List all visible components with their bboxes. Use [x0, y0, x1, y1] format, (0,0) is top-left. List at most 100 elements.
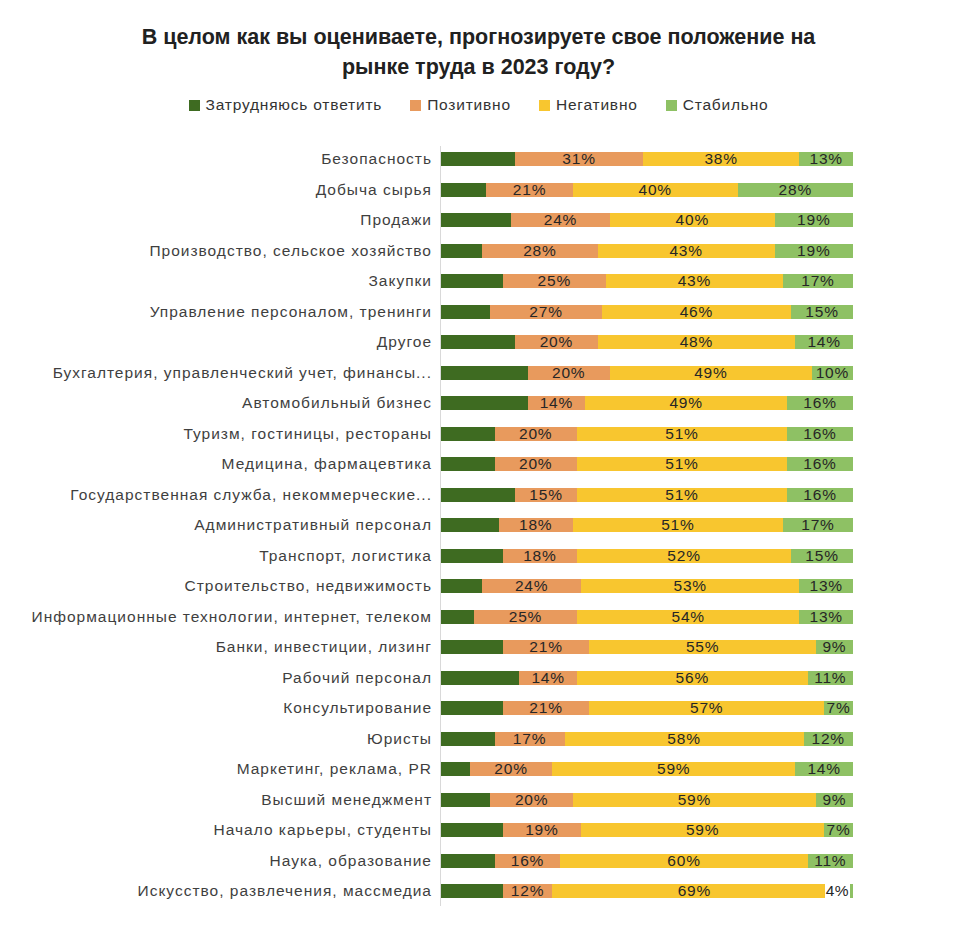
bar-track: 21%57%7% [441, 701, 853, 715]
bar-segment: 43% [606, 274, 783, 288]
bar-segment: 16% [787, 488, 853, 502]
bar-value-label: 20% [515, 793, 548, 807]
bar-segment: 14% [795, 762, 853, 776]
chart-row: Маркетинг, реклама, PR20%59%14% [0, 754, 957, 785]
bar-segment: 18% [503, 549, 577, 563]
bar-segment: 24% [511, 213, 610, 227]
category-label: Управление персоналом, тренинги [0, 303, 437, 321]
bar-value-label: 55% [686, 640, 719, 654]
bar-segment [441, 549, 503, 563]
bar-value-label: 58% [667, 732, 700, 746]
category-label: Юристы [0, 730, 437, 748]
category-label: Безопасность [0, 150, 437, 168]
bar-value-label: 18% [523, 549, 556, 563]
bar-value-label: 16% [511, 854, 544, 868]
category-label: Искусство, развлечения, массмедиа [0, 882, 437, 900]
category-label: Туризм, гостиницы, рестораны [0, 425, 437, 443]
bar-segment: 49% [610, 366, 812, 380]
bar-segment: 52% [577, 549, 791, 563]
bar-track: 18%51%17% [441, 518, 853, 532]
bar-value-label: 15% [529, 488, 562, 502]
legend-swatch-icon [666, 100, 677, 111]
bar-value-label: 17% [801, 274, 834, 288]
chart-row: Высший менеджмент20%59%9% [0, 785, 957, 816]
legend: Затрудняюсь ответитьПозитивноНегативноСт… [0, 96, 957, 114]
category-label: Бухгалтерия, управленческий учет, финанс… [0, 364, 437, 382]
bar-segment: 19% [775, 244, 853, 258]
bar-segment: 19% [775, 213, 853, 227]
bar-segment: 16% [495, 854, 561, 868]
bar-value-label: 46% [680, 305, 713, 319]
bar-segment [441, 244, 482, 258]
bar-segment: 13% [799, 610, 853, 624]
bar-value-label: 14% [807, 762, 840, 776]
chart-row: Наука, образование16%60%11% [0, 846, 957, 877]
bar-segment: 16% [787, 457, 853, 471]
bar-segment: 51% [577, 488, 787, 502]
bar-track: 24%40%19% [441, 213, 853, 227]
bar-segment: 9% [816, 640, 853, 654]
bar-value-label: 60% [667, 854, 700, 868]
bar-segment: 53% [581, 579, 799, 593]
legend-label: Стабильно [683, 96, 769, 114]
bar-segment: 17% [783, 518, 853, 532]
bar-segment [441, 366, 528, 380]
bar-value-label: 19% [525, 823, 558, 837]
bar-segment: 31% [515, 152, 643, 166]
bar-track: 15% 51% 16% [441, 488, 853, 502]
category-label: Маркетинг, реклама, PR [0, 760, 437, 778]
bar-segment: 40% [610, 213, 775, 227]
bar-segment: 25% [503, 274, 606, 288]
category-label: Начало карьеры, студенты [0, 821, 437, 839]
bar-value-label: 4% [825, 884, 850, 898]
bar-segment [441, 488, 515, 502]
bar-value-label: 15% [805, 549, 838, 563]
chart-row: Производство, сельское хозяйство28%43%19… [0, 236, 957, 267]
bar-value-label: 38% [704, 152, 737, 166]
chart-row: Транспорт, логистика18%52%15% [0, 541, 957, 572]
bar-track: 20% 48% 14% [441, 335, 853, 349]
bar-segment [441, 854, 495, 868]
bar-segment: 16% [787, 396, 853, 410]
bar-track: 25% 43% 17% [441, 274, 853, 288]
bar-value-label: 16% [803, 488, 836, 502]
bar-value-label: 51% [661, 518, 694, 532]
bar-segment: 14% [519, 671, 577, 685]
bar-segment: 7% [824, 701, 853, 715]
bar-value-label: 48% [680, 335, 713, 349]
bar-segment [441, 213, 511, 227]
bar-value-label: 28% [779, 183, 812, 197]
bar-segment: 13% [799, 579, 853, 593]
category-label: Медицина, фармацевтика [0, 455, 437, 473]
bar-value-label: 43% [678, 274, 711, 288]
bar-value-label: 15% [805, 305, 838, 319]
legend-item: Стабильно [666, 96, 769, 114]
bar-value-label: 20% [519, 457, 552, 471]
bar-segment: 12% [804, 732, 853, 746]
bar-segment: 16% [787, 427, 853, 441]
bar-segment: 15% [791, 305, 853, 319]
bar-segment: 11% [808, 854, 853, 868]
bar-segment [441, 884, 503, 898]
bar-segment [441, 579, 482, 593]
bar-value-label: 9% [822, 793, 846, 807]
bar-value-label: 17% [513, 732, 546, 746]
bar-segment: 59% [552, 762, 795, 776]
bar-segment [441, 427, 495, 441]
bar-value-label: 14% [531, 671, 564, 685]
chart-row: Другое20%48%14% [0, 327, 957, 358]
bar-segment: 14% [795, 335, 853, 349]
bar-value-label: 20% [540, 335, 573, 349]
bar-segment: 48% [598, 335, 796, 349]
bar-segment: 51% [577, 427, 787, 441]
legend-swatch-icon [189, 100, 200, 111]
bar-track: 16% 60% 11% [441, 854, 853, 868]
bar-value-label: 69% [678, 884, 711, 898]
bar-segment [441, 183, 486, 197]
bar-segment: 28% [738, 183, 853, 197]
stacked-bar-chart: Безопасность31%38%13%Добыча сырья21%40%2… [0, 144, 957, 907]
bar-track: 27%46%15% [441, 305, 853, 319]
bar-track: 20%51%16% [441, 457, 853, 471]
bar-segment [441, 671, 519, 685]
bar-track: 20%59%9% [441, 793, 853, 807]
